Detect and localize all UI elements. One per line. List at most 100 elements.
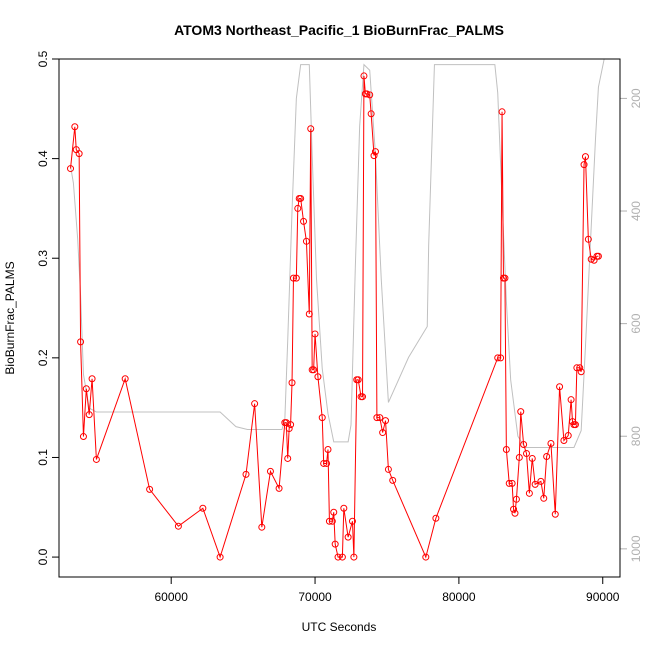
data-point-86 bbox=[523, 449, 530, 457]
data-point-84 bbox=[517, 408, 525, 416]
data-point-28 bbox=[294, 204, 302, 212]
data-point-44 bbox=[328, 517, 336, 525]
data-point-27 bbox=[292, 274, 300, 282]
data-point-8 bbox=[88, 375, 96, 383]
data-point-111 bbox=[594, 252, 602, 260]
data-point-47 bbox=[334, 553, 342, 561]
data-point-63 bbox=[371, 148, 379, 156]
data-point-12 bbox=[174, 522, 182, 530]
y-axis-label: BioBurnFrac_PALMS bbox=[3, 261, 17, 374]
data-point-79 bbox=[508, 479, 516, 487]
data-point-46 bbox=[331, 540, 339, 548]
data-point-62 bbox=[370, 152, 378, 160]
y-tick-label: 0.0 bbox=[36, 548, 50, 565]
data-point-0 bbox=[67, 165, 75, 173]
data-point-4 bbox=[77, 338, 85, 346]
data-point-89 bbox=[531, 480, 539, 488]
data-point-61 bbox=[367, 110, 375, 118]
x-tick-label: 80000 bbox=[442, 590, 476, 604]
data-point-107 bbox=[584, 235, 592, 243]
data-point-33 bbox=[305, 310, 313, 318]
data-point-97 bbox=[564, 432, 572, 440]
data-point-101 bbox=[571, 421, 579, 429]
data-point-39 bbox=[318, 414, 326, 422]
data-point-67 bbox=[382, 417, 390, 425]
data-point-19 bbox=[275, 484, 283, 492]
data-point-40 bbox=[320, 459, 328, 467]
data-point-48 bbox=[338, 553, 346, 561]
x-tick-label: 90000 bbox=[586, 590, 620, 604]
data-point-65 bbox=[376, 414, 384, 422]
data-point-69 bbox=[389, 476, 397, 484]
data-point-9 bbox=[92, 455, 100, 463]
data-point-6 bbox=[82, 385, 90, 393]
data-point-24 bbox=[287, 421, 295, 429]
y2-tick-label: 200 bbox=[629, 88, 643, 108]
data-point-82 bbox=[512, 495, 520, 503]
data-point-104 bbox=[577, 368, 585, 376]
data-point-15 bbox=[242, 470, 250, 478]
data-point-38 bbox=[314, 373, 322, 381]
y2-tick-label: 400 bbox=[629, 201, 643, 221]
data-point-1 bbox=[71, 123, 79, 131]
data-point-96 bbox=[560, 437, 568, 445]
data-point-60 bbox=[366, 91, 374, 99]
data-point-68 bbox=[384, 465, 392, 473]
y-tick-label: 0.4 bbox=[36, 150, 50, 167]
data-point-74 bbox=[498, 108, 506, 116]
data-point-43 bbox=[325, 517, 333, 525]
data-point-34 bbox=[307, 125, 315, 133]
data-point-85 bbox=[520, 441, 528, 449]
data-point-94 bbox=[551, 510, 559, 518]
data-point-25 bbox=[288, 379, 296, 387]
y-tick-label: 0.1 bbox=[36, 449, 50, 466]
data-point-106 bbox=[581, 153, 589, 161]
y2-tick-label: 800 bbox=[629, 426, 643, 446]
data-point-52 bbox=[350, 553, 358, 561]
y-tick-label: 0.3 bbox=[36, 250, 50, 267]
data-point-23 bbox=[285, 425, 293, 433]
y-tick-label: 0.5 bbox=[36, 50, 50, 67]
data-point-50 bbox=[344, 533, 352, 541]
y2-tick-label: 600 bbox=[629, 313, 643, 333]
data-point-90 bbox=[537, 477, 545, 485]
data-point-102 bbox=[573, 364, 581, 372]
x-axis-label: UTC Seconds bbox=[302, 620, 377, 634]
data-point-41 bbox=[323, 459, 331, 467]
y2-tick-label: 1000 bbox=[629, 535, 643, 562]
data-point-98 bbox=[567, 396, 575, 404]
data-point-93 bbox=[547, 440, 555, 448]
series-line-1 bbox=[70, 59, 605, 448]
data-point-92 bbox=[543, 452, 551, 460]
data-point-103 bbox=[576, 364, 584, 372]
data-point-88 bbox=[528, 454, 536, 462]
data-point-17 bbox=[258, 523, 266, 531]
data-point-87 bbox=[525, 489, 533, 497]
x-tick-label: 70000 bbox=[298, 590, 332, 604]
data-point-51 bbox=[348, 517, 356, 525]
data-point-78 bbox=[505, 479, 513, 487]
data-point-3 bbox=[75, 150, 83, 158]
data-point-83 bbox=[515, 453, 523, 461]
data-point-10 bbox=[121, 375, 129, 383]
series-layer bbox=[67, 59, 605, 561]
data-point-56 bbox=[359, 393, 367, 401]
data-point-54 bbox=[354, 376, 362, 384]
series-line-0 bbox=[70, 75, 599, 559]
data-point-13 bbox=[199, 504, 207, 512]
data-point-22 bbox=[284, 454, 292, 462]
data-point-81 bbox=[511, 509, 519, 517]
data-point-77 bbox=[502, 445, 510, 453]
data-point-95 bbox=[556, 383, 564, 391]
data-point-30 bbox=[297, 194, 305, 202]
data-point-76 bbox=[501, 274, 509, 282]
data-point-26 bbox=[289, 274, 297, 282]
x-tick-label: 60000 bbox=[155, 590, 189, 604]
data-point-73 bbox=[497, 354, 505, 362]
data-point-14 bbox=[216, 553, 224, 561]
data-point-49 bbox=[340, 504, 348, 512]
data-point-5 bbox=[79, 433, 87, 441]
data-point-105 bbox=[580, 161, 588, 169]
